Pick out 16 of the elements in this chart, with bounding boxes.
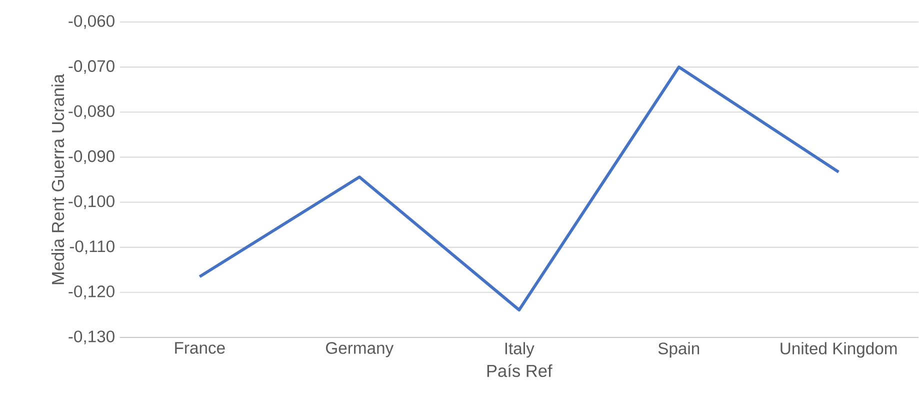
y-tick-label: -0,090: [68, 150, 114, 164]
x-tick-label: Spain: [658, 342, 700, 358]
y-axis-title: Media Rent Guerra Ucrania: [51, 74, 64, 284]
line-series: [198, 65, 840, 312]
y-tick-label: -0,120: [68, 285, 114, 300]
y-tick-label: -0,070: [68, 60, 114, 74]
y-tick-label: -0,080: [68, 105, 114, 119]
y-tick-label: -0,100: [68, 195, 114, 209]
x-tick-label: United Kingdom: [780, 342, 897, 358]
x-tick-label: France: [175, 342, 225, 354]
y-tick-label: -0,130: [68, 330, 114, 344]
x-axis-title: País Ref: [487, 364, 552, 377]
x-tick-label: Germany: [326, 342, 394, 358]
x-tick-label: Italy: [505, 342, 534, 358]
y-tick-label: -0,060: [68, 14, 114, 29]
y-tick-label: -0,110: [70, 240, 114, 254]
